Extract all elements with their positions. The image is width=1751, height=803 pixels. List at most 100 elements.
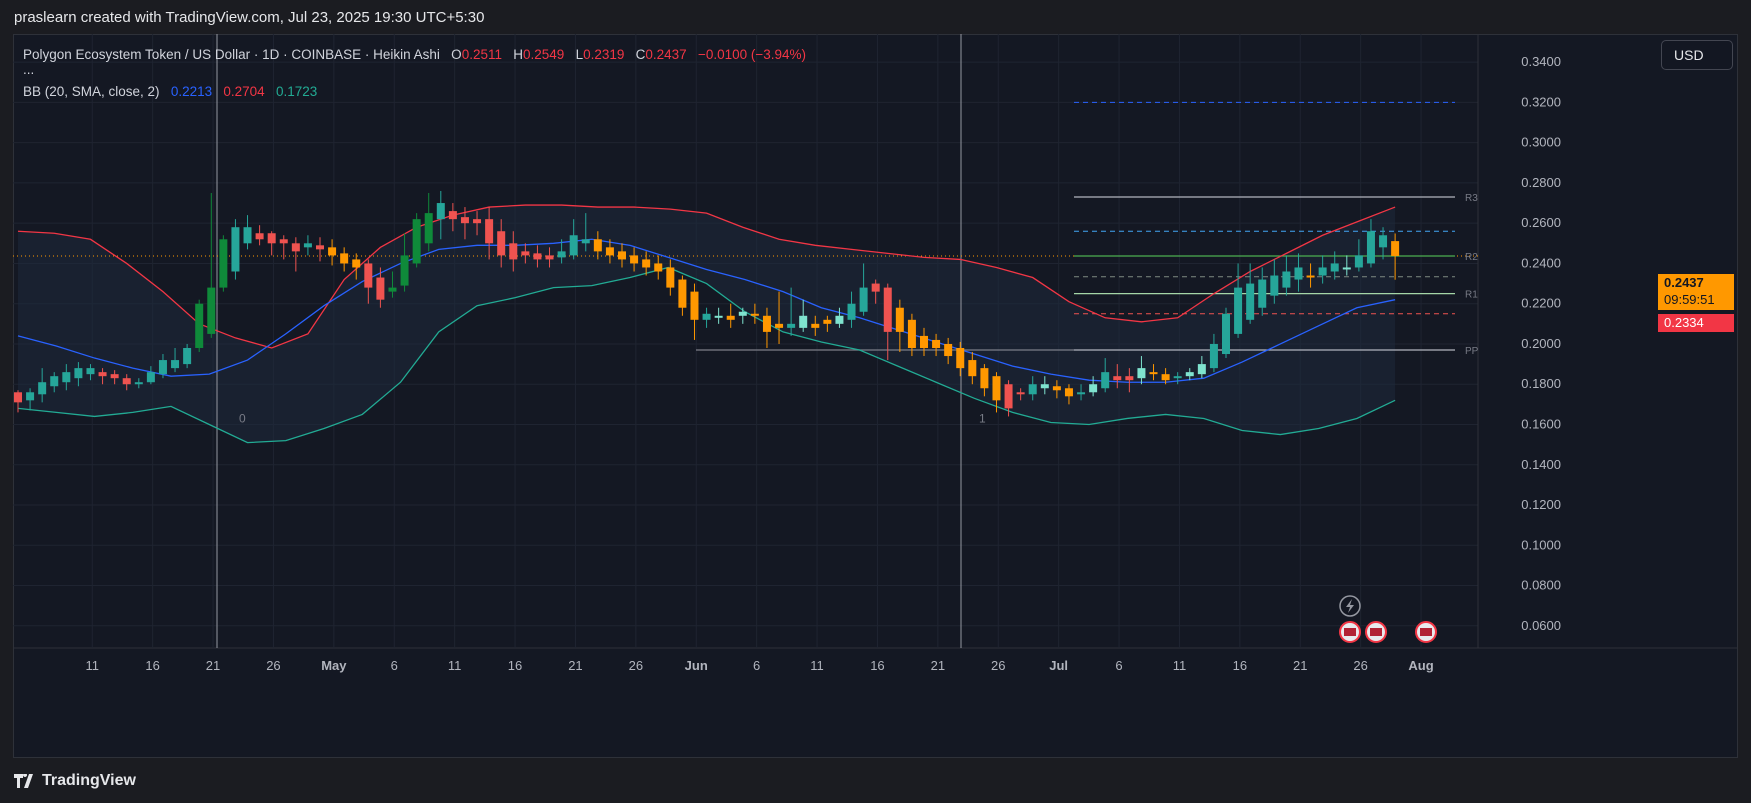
- candle-body: [557, 251, 566, 258]
- candle-body: [1185, 372, 1194, 377]
- candle-body: [376, 277, 385, 300]
- candle-body: [207, 287, 216, 334]
- candle-body: [1318, 267, 1327, 276]
- candle-body: [50, 376, 59, 387]
- x-tick-label: 11: [85, 658, 99, 673]
- candle-body: [726, 315, 735, 320]
- candle-body: [424, 213, 433, 244]
- high-value: 0.2549: [523, 47, 565, 62]
- candle-body: [569, 235, 578, 256]
- open-label: O: [451, 47, 462, 62]
- x-tick-label: Aug: [1408, 658, 1433, 673]
- candle-body: [799, 315, 808, 328]
- candle-body: [1089, 384, 1098, 393]
- last-price-tag: 0.2437 09:59:51: [1658, 274, 1734, 310]
- candle-body: [642, 259, 651, 268]
- candle-body: [158, 360, 167, 375]
- y-tick-label: 0.3400: [1521, 54, 1561, 69]
- chart-header: praslearn created with TradingView.com, …: [0, 0, 1751, 34]
- candle-body: [1040, 384, 1049, 389]
- candle-body: [968, 360, 977, 377]
- x-tick-label: 11: [448, 658, 462, 673]
- x-tick-label: 16: [145, 658, 159, 673]
- symbol-title[interactable]: Polygon Ecosystem Token / US Dollar · 1D…: [23, 47, 440, 62]
- candle-body: [219, 239, 228, 288]
- candle-body: [1016, 392, 1025, 395]
- us-flag-icon: [1344, 628, 1356, 636]
- candle-body: [714, 315, 723, 318]
- x-tick-label: 16: [1233, 658, 1247, 673]
- candle-body: [74, 368, 83, 379]
- y-tick-label: 0.3000: [1521, 135, 1561, 150]
- candle-body: [1125, 376, 1134, 381]
- candle-body: [1161, 374, 1170, 381]
- footer: TradingView: [0, 758, 1751, 803]
- bb-band-fill: [18, 205, 1396, 443]
- candle-body: [134, 382, 143, 385]
- x-tick-label: 11: [1173, 658, 1187, 673]
- candle-body: [787, 323, 796, 328]
- bb-lower-line: [17, 266, 1396, 444]
- x-tick-label: 21: [568, 658, 582, 673]
- candle-body: [110, 374, 119, 379]
- candle-body: [1173, 376, 1182, 379]
- candle-body: [183, 347, 192, 365]
- us-flag-icon: [1370, 628, 1382, 636]
- x-tick-label: 16: [508, 658, 522, 673]
- high-label: H: [513, 47, 523, 62]
- candle-body: [1149, 372, 1158, 375]
- candle-body: [1270, 275, 1279, 296]
- candle-body: [762, 315, 771, 332]
- price-chart[interactable]: 0.3400 0.3200 0.3000 0.2800 0.2600 0.2400 0.22…: [13, 34, 1738, 758]
- candle-body: [316, 245, 324, 250]
- bb-label[interactable]: BB (20, SMA, close, 2): [23, 84, 160, 99]
- tradingview-logo-icon: [14, 773, 33, 788]
- candle-body: [678, 279, 687, 308]
- change-value: −0.0100 (−3.94%): [697, 47, 807, 62]
- candle-body: [171, 360, 180, 369]
- candle-body: [956, 347, 965, 369]
- candle-body: [992, 376, 1001, 401]
- candle-body: [38, 382, 47, 395]
- bb-upper-value: 0.2704: [223, 84, 265, 99]
- pivot-label-r2: R2: [1465, 252, 1478, 263]
- candle-body: [932, 339, 941, 348]
- y-tick-label: 0.2000: [1521, 336, 1561, 351]
- chart-legend: Polygon Ecosystem Token / US Dollar · 1D…: [23, 44, 806, 102]
- y-tick-label: 0.1200: [1521, 497, 1561, 512]
- candle-body: [448, 211, 457, 220]
- x-tick-label: 6: [1115, 658, 1122, 673]
- y-tick-label: 0.1800: [1521, 376, 1561, 391]
- more-row[interactable]: ...: [23, 62, 806, 77]
- candle-body: [871, 283, 880, 292]
- y-tick-label: 0.3200: [1521, 94, 1561, 109]
- candle-body: [388, 287, 397, 292]
- candle-body: [1113, 376, 1122, 381]
- candle-body: [859, 287, 868, 312]
- us-flag-icon: [1420, 628, 1432, 636]
- candle-body: [521, 251, 530, 256]
- x-tick-label: 21: [931, 658, 945, 673]
- y-tick-label: 0.2600: [1521, 215, 1561, 230]
- candle-body: [823, 319, 832, 324]
- candle-body: [847, 303, 856, 320]
- bb-row: BB (20, SMA, close, 2) 0.2213 0.2704 0.1…: [23, 81, 806, 102]
- candle-body: [1028, 384, 1037, 395]
- candle-body: [630, 255, 639, 264]
- candle-body: [412, 219, 421, 264]
- candle-body: [1234, 287, 1243, 334]
- candle-body: [400, 255, 409, 286]
- tradingview-logo[interactable]: TradingView: [14, 772, 136, 790]
- y-tick-label: 0.0600: [1521, 618, 1561, 633]
- more-dots[interactable]: ...: [23, 62, 35, 77]
- secondary-price: 0.2334: [1664, 315, 1704, 330]
- x-tick-label: 21: [1293, 658, 1307, 673]
- candle-body: [243, 227, 252, 244]
- candle-body: [545, 255, 554, 260]
- currency-button[interactable]: USD: [1661, 40, 1733, 70]
- candle-body: [1137, 368, 1146, 379]
- last-price: 0.2437: [1664, 275, 1704, 290]
- close-label: C: [635, 47, 646, 62]
- bb-upper-line: [17, 204, 1396, 349]
- candle-body: [593, 239, 602, 252]
